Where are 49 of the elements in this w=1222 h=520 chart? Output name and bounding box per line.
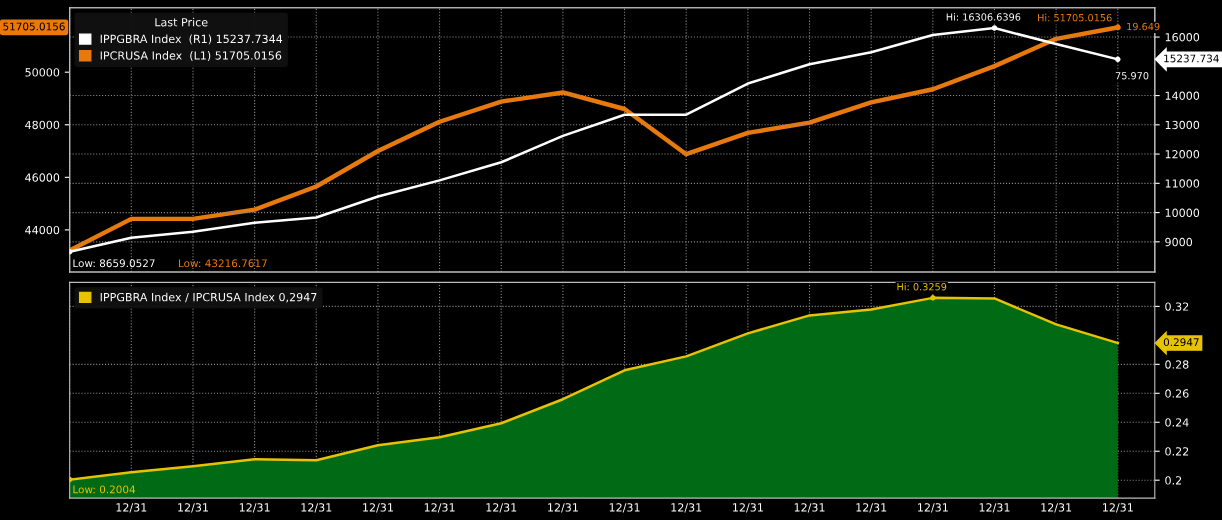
x-tick-label: 12/31 xyxy=(733,503,763,513)
y-tick-label: 0.2 xyxy=(1165,476,1182,485)
x-tick-label: 12/31 xyxy=(116,503,147,513)
legend-label: IPCRUSA Index (L1) 51705.0156 xyxy=(100,51,282,61)
legend-label: IPPGBRA Index / IPCRUSA Index 0,2947 xyxy=(100,292,317,303)
text: 15237.734 xyxy=(1164,54,1219,63)
y2-tick-label: 16000 xyxy=(1165,33,1200,42)
annotation: 75.970 xyxy=(1115,72,1149,80)
y-tick-label: 0.24 xyxy=(1165,418,1189,427)
annotation: Hi: 16306.6396 xyxy=(946,13,1021,21)
annotation: Low: 8659.0527 xyxy=(73,259,155,268)
y2-tick-label: 13000 xyxy=(1165,120,1200,130)
text: 0.2947 xyxy=(1163,338,1199,347)
y-tick-label: 0.22 xyxy=(1165,447,1189,456)
x-tick-label: 12/31 xyxy=(794,503,825,513)
y2-tick-label: 9000 xyxy=(1165,237,1193,247)
x-tick-label: 12/31 xyxy=(609,503,640,513)
annotation: Hi: 51705.0156 xyxy=(1038,13,1112,22)
y-tick-label: 44000 xyxy=(25,225,60,235)
y2-tick-label: 11000 xyxy=(1165,179,1200,188)
y2-tick-label: 12000 xyxy=(1165,150,1200,159)
x-tick-label: 12/31 xyxy=(424,503,455,513)
x-tick-label: 12/31 xyxy=(301,503,332,513)
annotation: Low: 43216.7617 xyxy=(179,259,267,268)
x-tick-label: 12/31 xyxy=(979,503,1010,513)
x-tick-label: 12/31 xyxy=(1103,503,1133,513)
y2-tick-label: 10000 xyxy=(1165,208,1200,217)
legend-title: Last Price xyxy=(155,17,208,27)
y-tick-label: 0.28 xyxy=(1165,360,1189,369)
y-tick-label: 48000 xyxy=(25,120,60,130)
annotation: 19.649 xyxy=(1127,22,1160,31)
x-tick-label: 12/31 xyxy=(1041,503,1072,513)
annotation: Hi: 0.3259 xyxy=(897,282,947,291)
text: 51705.0156 xyxy=(3,22,65,31)
y-tick-label: 0.32 xyxy=(1165,302,1189,311)
x-tick-label: 12/31 xyxy=(363,503,393,513)
x-tick-label: 12/31 xyxy=(856,503,887,513)
x-tick-label: 12/31 xyxy=(671,503,702,513)
annotation: Low: 0.2004 xyxy=(73,485,136,494)
y-tick-label: 50000 xyxy=(25,68,60,77)
y2-tick-label: 14000 xyxy=(1165,91,1200,100)
x-tick-label: 12/31 xyxy=(548,503,578,513)
x-tick-label: 12/31 xyxy=(918,503,948,513)
y-tick-label: 0.26 xyxy=(1165,389,1189,398)
legend-label: IPPGBRA Index (R1) 15237.7344 xyxy=(100,34,283,45)
x-tick-label: 12/31 xyxy=(239,503,270,513)
y-tick-label: 46000 xyxy=(25,173,60,182)
x-tick-label: 12/31 xyxy=(486,503,517,513)
x-tick-label: 12/31 xyxy=(178,503,208,513)
